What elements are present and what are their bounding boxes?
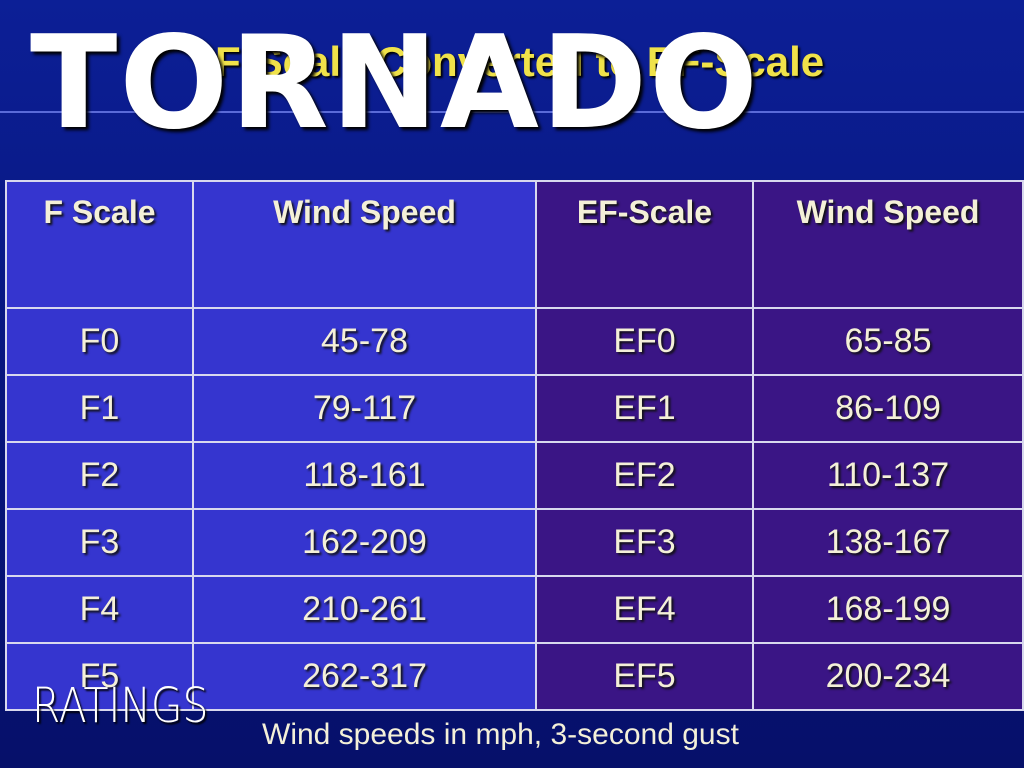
cell: F0 [5, 307, 194, 376]
cell: EF4 [535, 575, 754, 644]
cell: F3 [5, 508, 194, 577]
scale-table: F Scale Wind Speed EF-Scale Wind Speed F0 45-… [5, 180, 1024, 711]
table-row: F0 45-78 EF0 65-85 [5, 307, 1024, 376]
cell: EF3 [535, 508, 754, 577]
cell: F1 [5, 374, 194, 443]
header-cell: EF-Scale [535, 180, 754, 309]
table-row: F3 162-209 EF3 138-167 [5, 508, 1024, 577]
cell: 65-85 [752, 307, 1024, 376]
cell: 168-199 [752, 575, 1024, 644]
cell: 262-317 [192, 642, 537, 711]
header-row: F Scale Wind Speed EF-Scale Wind Speed [5, 180, 1024, 309]
cell: F2 [5, 441, 194, 510]
cell: 210-261 [192, 575, 537, 644]
cell: 118-161 [192, 441, 537, 510]
cell: 138-167 [752, 508, 1024, 577]
table-row: F4 210-261 EF4 168-199 [5, 575, 1024, 644]
cell: F4 [5, 575, 194, 644]
footnote: Wind speeds in mph, 3-second gust [262, 718, 739, 751]
cell: 79-117 [192, 374, 537, 443]
cell: 45-78 [192, 307, 537, 376]
cell: 110-137 [752, 441, 1024, 510]
header-cell: Wind Speed [192, 180, 537, 309]
divider [0, 111, 1024, 113]
header-cell: F Scale [5, 180, 194, 309]
cell: EF0 [535, 307, 754, 376]
slide-title: F-Scale Converted to EF-Scale [215, 38, 825, 85]
cell: EF5 [535, 642, 754, 711]
cell: EF1 [535, 374, 754, 443]
header-cell: Wind Speed [752, 180, 1024, 309]
cell: 86-109 [752, 374, 1024, 443]
overlay-title: TORNADO [30, 9, 760, 158]
cell: F5 [5, 642, 194, 711]
cell: EF2 [535, 441, 754, 510]
table-row: F1 79-117 EF1 86-109 [5, 374, 1024, 443]
overlay-subtitle: RATINGS [32, 678, 209, 734]
cell: 200-234 [752, 642, 1024, 711]
table-row: F2 118-161 EF2 110-137 [5, 441, 1024, 510]
cell: 162-209 [192, 508, 537, 577]
table-row: F5 262-317 EF5 200-234 [5, 642, 1024, 711]
